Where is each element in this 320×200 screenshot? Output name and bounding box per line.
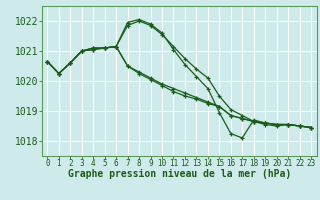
X-axis label: Graphe pression niveau de la mer (hPa): Graphe pression niveau de la mer (hPa) [68,169,291,179]
